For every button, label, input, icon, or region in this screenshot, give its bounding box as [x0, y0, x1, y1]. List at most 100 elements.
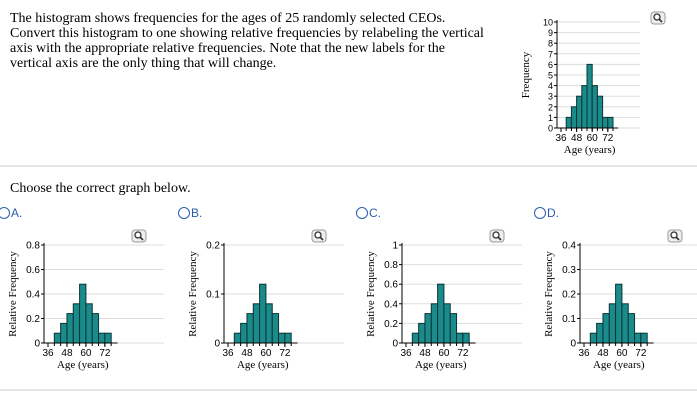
y-tick-label: 7 [548, 49, 553, 59]
y-tick-label: 0.2 [384, 319, 398, 330]
x-tick-label: 60 [438, 348, 450, 359]
histogram-bar [581, 85, 588, 129]
y-tick-label: 0.8 [26, 241, 40, 252]
question-line: The histogram shows frequencies for the … [10, 11, 445, 26]
x-tick-label: 36 [400, 348, 412, 359]
x-tick-label: 36 [42, 348, 54, 359]
x-tick-label: 36 [222, 348, 234, 359]
histogram-bar [85, 303, 93, 344]
histogram-bar [565, 116, 572, 129]
x-tick-label: 72 [279, 348, 291, 359]
zoom-glass [670, 231, 678, 239]
y-tick-label: 0.1 [562, 314, 576, 325]
x-tick-label: 60 [587, 133, 599, 144]
y-tick-label: 5 [548, 71, 553, 81]
zoom-handle [658, 18, 663, 23]
histogram-bar [271, 313, 280, 344]
histogram-bar [602, 313, 610, 344]
y-tick-label: 0.3 [562, 265, 576, 276]
histogram-bar [104, 332, 112, 344]
histogram-bar [449, 313, 458, 344]
histogram-bar [570, 106, 578, 129]
histogram-bar [602, 116, 609, 129]
zoom-glass [134, 231, 142, 239]
histogram-bar [66, 313, 74, 344]
histogram-bar [615, 283, 623, 344]
histogram-bar [596, 322, 604, 344]
histogram-bar [424, 313, 432, 344]
zoom-handle [675, 236, 680, 241]
histogram-bar [591, 85, 598, 129]
y-tick-label: 0.6 [384, 280, 398, 291]
histogram-bar [91, 313, 100, 344]
zoom-handle [497, 236, 502, 241]
histogram-bar [240, 322, 248, 344]
x-tick-label: 36 [578, 348, 590, 359]
option-label[interactable]: B. [191, 206, 202, 220]
option-label[interactable]: D. [547, 206, 559, 220]
x-tick-label: 60 [260, 348, 272, 359]
histogram-bar [278, 332, 286, 344]
zoom-glass [314, 231, 322, 239]
histogram-bar [456, 332, 464, 344]
histogram-bar [79, 283, 87, 344]
y-tick-label: 0 [548, 124, 553, 134]
radio-button[interactable] [178, 207, 190, 219]
y-tick-label: 0 [570, 339, 576, 350]
histogram-bar [252, 303, 261, 344]
y-tick-label: 0.4 [562, 241, 576, 252]
radio-button[interactable] [356, 207, 368, 219]
zoom-glass [653, 13, 661, 21]
x-axis-label: Age (years) [57, 359, 109, 371]
y-tick-label: 1 [548, 113, 553, 123]
histogram-bar [418, 322, 426, 344]
histogram-bar [98, 332, 106, 344]
x-axis-label: Age (years) [564, 144, 616, 156]
y-tick-label: 0.1 [206, 290, 220, 301]
y-tick-label: 1 [392, 241, 398, 252]
x-tick-label: 48 [571, 133, 583, 144]
x-axis-label: Age (years) [593, 359, 645, 371]
radio-button[interactable] [0, 207, 10, 219]
histogram-bar [246, 313, 254, 344]
y-tick-label: 0.2 [562, 290, 576, 301]
histogram-bar [60, 322, 68, 344]
y-tick-label: 0.2 [206, 241, 220, 252]
zoom-handle [319, 236, 324, 241]
x-tick-label: 60 [616, 348, 628, 359]
histogram-bar [621, 303, 629, 344]
histogram-bar [607, 116, 614, 129]
x-tick-label: 72 [602, 133, 614, 144]
histogram-bar [53, 332, 62, 344]
histogram-bar [430, 303, 439, 344]
y-tick-label: 8 [548, 39, 553, 49]
y-tick-label: 9 [548, 28, 553, 38]
option-label[interactable]: C. [369, 206, 381, 220]
y-axis-label: Relative Frequency [7, 251, 19, 337]
x-tick-label: 72 [457, 348, 469, 359]
histogram-bar [284, 332, 292, 344]
question-line: vertical axis are the only thing that wi… [10, 56, 276, 71]
y-tick-label: 2 [548, 102, 553, 112]
x-tick-label: 48 [61, 348, 73, 359]
histogram-bar [627, 313, 636, 344]
histogram-bar [233, 332, 242, 344]
histogram-bar [259, 283, 267, 344]
histogram-bar [411, 332, 420, 344]
y-tick-label: 0.8 [384, 260, 398, 271]
x-tick-label: 48 [241, 348, 253, 359]
x-tick-label: 72 [99, 348, 111, 359]
y-tick-label: 0 [392, 339, 398, 350]
y-tick-label: 4 [548, 81, 553, 91]
histogram-bar [437, 283, 445, 344]
radio-button[interactable] [534, 207, 546, 219]
y-axis-label: Relative Frequency [365, 251, 377, 337]
histogram-bar [265, 303, 273, 344]
x-axis-label: Age (years) [237, 359, 289, 371]
y-axis-label: Frequency [520, 51, 532, 98]
x-tick-label: 60 [80, 348, 92, 359]
option-label[interactable]: A. [11, 206, 22, 220]
x-tick-label: 48 [419, 348, 431, 359]
y-tick-label: 0.2 [26, 314, 40, 325]
